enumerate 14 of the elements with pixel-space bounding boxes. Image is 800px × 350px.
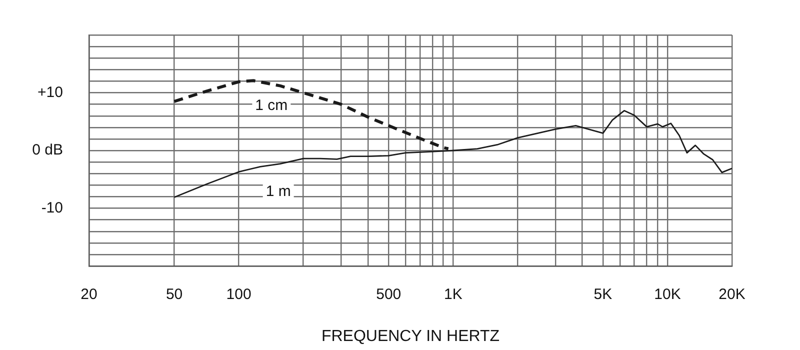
series-label: 1 m	[266, 182, 291, 200]
y-tick-label: 0 dB	[32, 142, 63, 159]
x-axis-title: FREQUENCY IN HERTZ	[321, 328, 500, 345]
y-tick-label: -10	[41, 199, 63, 216]
x-tick-label: 20	[80, 286, 98, 304]
x-tick-label: 500	[376, 286, 402, 304]
x-tick-label: 1K	[444, 286, 462, 304]
x-tick-label: 20K	[718, 286, 746, 304]
series-label: 1 cm	[255, 96, 288, 114]
y-tick-label: +10	[38, 84, 63, 101]
x-tick-label: 50	[166, 286, 183, 304]
x-tick-label: 5K	[594, 286, 612, 304]
x-tick-label: 10K	[654, 286, 681, 304]
x-tick-label: 100	[226, 286, 252, 304]
